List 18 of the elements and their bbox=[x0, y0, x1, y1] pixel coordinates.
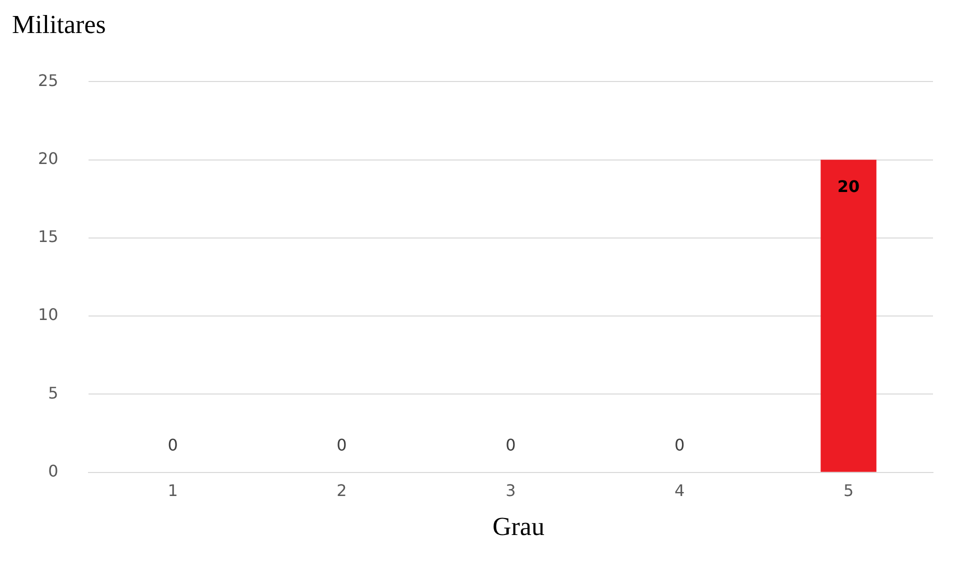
x-axis-title: Grau bbox=[492, 512, 546, 542]
y-tick-label: 25 bbox=[38, 70, 58, 90]
y-axis-title: Militares bbox=[11, 9, 107, 41]
y-tick-label: 10 bbox=[38, 305, 58, 324]
y-tick-label: 0 bbox=[48, 462, 58, 481]
data-label: 20 bbox=[837, 176, 860, 196]
x-tick-label: 2 bbox=[336, 481, 347, 500]
y-tick-label: 15 bbox=[38, 227, 58, 246]
x-tick-label: 4 bbox=[674, 481, 685, 500]
data-label: 0 bbox=[336, 436, 347, 455]
data-label: 0 bbox=[168, 436, 178, 455]
x-tick-label: 5 bbox=[843, 481, 854, 500]
x-tick-label: 1 bbox=[168, 481, 178, 500]
y-tick-label: 20 bbox=[38, 148, 58, 168]
data-label: 0 bbox=[506, 436, 516, 455]
x-tick-label: 3 bbox=[506, 481, 516, 500]
data-label: 0 bbox=[674, 436, 685, 455]
y-tick-label: 5 bbox=[48, 383, 58, 402]
